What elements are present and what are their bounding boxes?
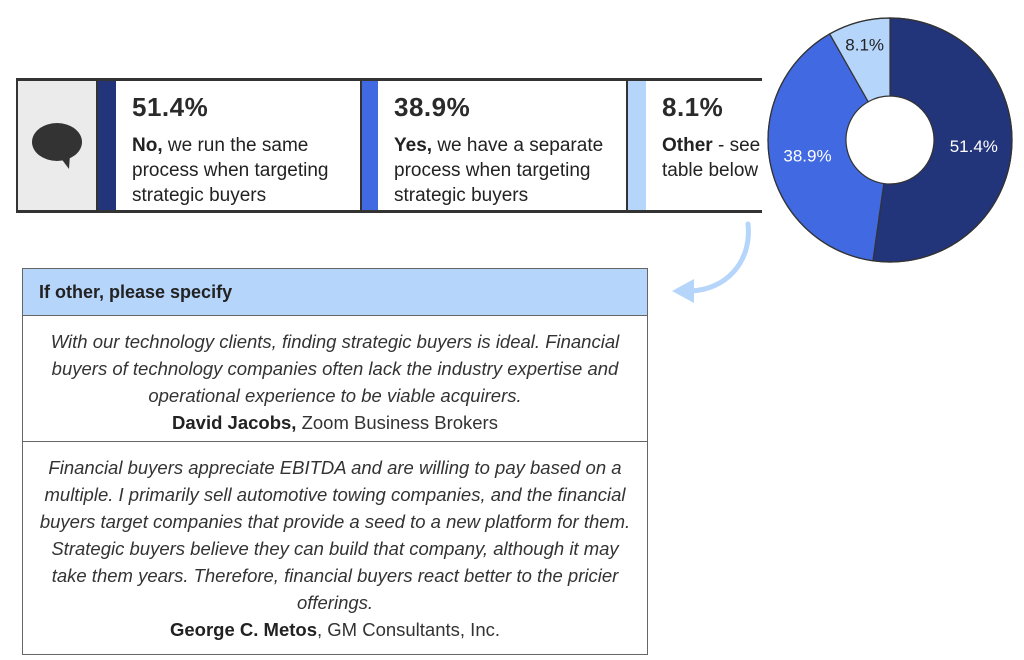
quote-attribution: George C. Metos, GM Consultants, Inc. <box>23 616 647 643</box>
donut-label-other: 8.1% <box>845 35 884 54</box>
quote-author-name: George C. Metos <box>169 619 317 640</box>
stat-divider <box>360 81 362 210</box>
curved-arrow-icon <box>672 221 751 303</box>
donut-outline <box>767 17 1013 263</box>
stat-answer-other: Other <box>662 135 713 156</box>
stat-description-no: we run the same process when targeting s… <box>132 135 329 206</box>
stat-description-yes: we have a separate process when targetin… <box>394 135 604 206</box>
stat-cell-yes: 38.9% Yes, we have a separate process wh… <box>362 81 626 210</box>
quote-author-company: Zoom Business Brokers <box>296 412 498 433</box>
stat-description-other: - see table below <box>662 135 761 181</box>
stat-stripe-no <box>98 81 116 210</box>
stat-percent-no: 51.4% <box>132 92 209 122</box>
quote-text: With our technology clients, finding str… <box>50 331 620 406</box>
quote-text: Financial buyers appreciate EBITDA and a… <box>39 457 631 613</box>
stat-text-yes: Yes, we have a separate process when tar… <box>394 133 626 208</box>
stats-bar: 51.4% No, we run the same process when t… <box>16 78 762 213</box>
quote-row: With our technology clients, finding str… <box>23 316 647 442</box>
stat-stripe-yes <box>362 81 378 210</box>
stat-cell-no: 51.4% No, we run the same process when t… <box>98 81 360 210</box>
stat-stripe-other <box>628 81 646 210</box>
stat-text-other: Other - see table below <box>662 133 762 183</box>
quote-row: Financial buyers appreciate EBITDA and a… <box>23 442 647 643</box>
quote-author-name: David Jacobs, <box>172 412 297 433</box>
donut-chart: 51.4% 38.9% 8.1% <box>767 17 1013 263</box>
stat-percent-yes: 38.9% <box>394 92 471 122</box>
stat-cell-other: 8.1% Other - see table below <box>628 81 762 210</box>
quote-author-company: , GM Consultants, Inc. <box>316 619 500 640</box>
stat-text-no: No, we run the same process when targeti… <box>132 133 358 208</box>
speech-bubble-icon <box>32 122 82 169</box>
table-header: If other, please specify <box>23 269 647 316</box>
stat-answer-no: No, <box>132 135 163 156</box>
stat-answer-yes: Yes, <box>394 135 433 156</box>
other-responses-table: If other, please specify With our techno… <box>22 268 648 655</box>
quote-attribution: David Jacobs, Zoom Business Brokers <box>23 409 647 436</box>
donut-label-yes: 38.9% <box>783 147 831 166</box>
stat-divider <box>626 81 628 210</box>
donut-label-no: 51.4% <box>950 137 998 156</box>
icon-cell <box>18 81 98 210</box>
stat-percent-other: 8.1% <box>662 92 724 122</box>
